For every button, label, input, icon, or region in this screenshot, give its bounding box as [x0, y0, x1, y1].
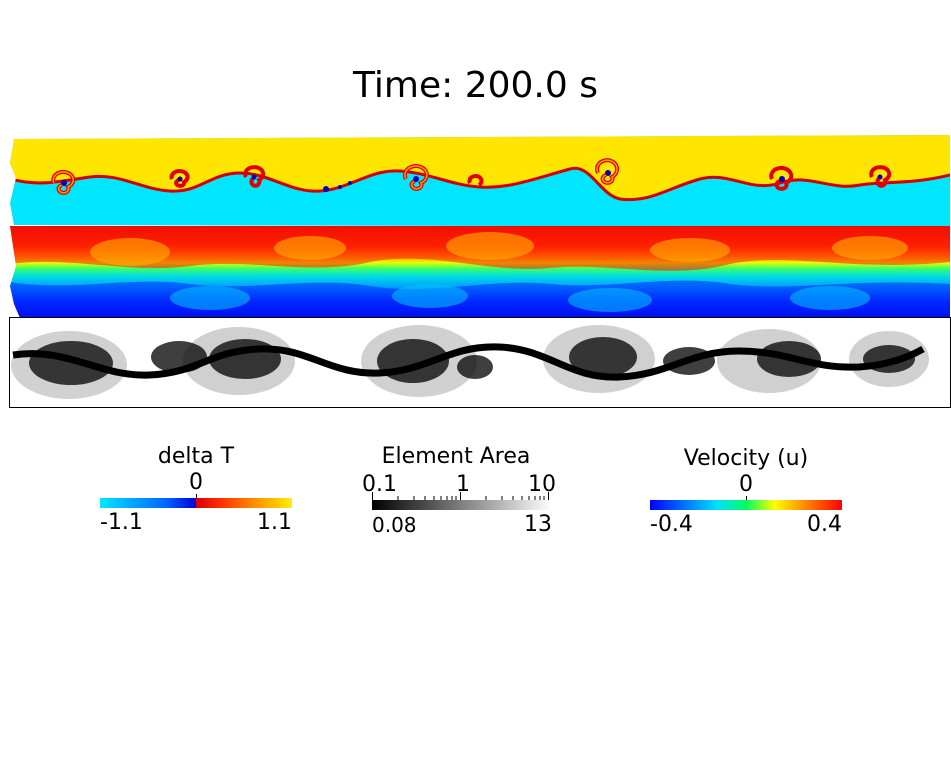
delta-t-legend-tick [196, 494, 197, 499]
delta-t-legend-max: 1.1 [257, 510, 292, 535]
velocity-legend-max: 0.4 [807, 512, 842, 537]
velocity-colorbar [650, 500, 842, 510]
element-area-mesh-panel [9, 317, 951, 408]
velocity-field-panel [10, 226, 950, 318]
delta-t-colorbar [100, 498, 292, 508]
velocity-legend-min: -0.4 [650, 512, 693, 537]
element-area-legend-max: 13 [524, 512, 552, 537]
delta-t-legend-min: -1.1 [100, 510, 143, 535]
element-area-tick-marks [372, 492, 549, 500]
time-title: Time: 200.0 s [353, 65, 598, 106]
element-area-colorbar [372, 500, 552, 510]
element-area-tick-label-0: 0.1 [362, 472, 397, 497]
element-area-tick-label-2: 10 [528, 472, 556, 497]
element-area-legend-title: Element Area [381, 444, 531, 469]
element-area-legend-min: 0.08 [372, 513, 417, 537]
delta-t-field-panel [10, 135, 950, 227]
velocity-legend-mid: 0 [739, 472, 753, 497]
velocity-legend-title: Velocity (u) [683, 446, 809, 471]
element-area-tick-label-1: 1 [456, 472, 470, 497]
delta-t-legend-mid: 0 [189, 470, 203, 495]
velocity-legend-tick [746, 496, 747, 501]
delta-t-legend-title: delta T [157, 444, 235, 469]
